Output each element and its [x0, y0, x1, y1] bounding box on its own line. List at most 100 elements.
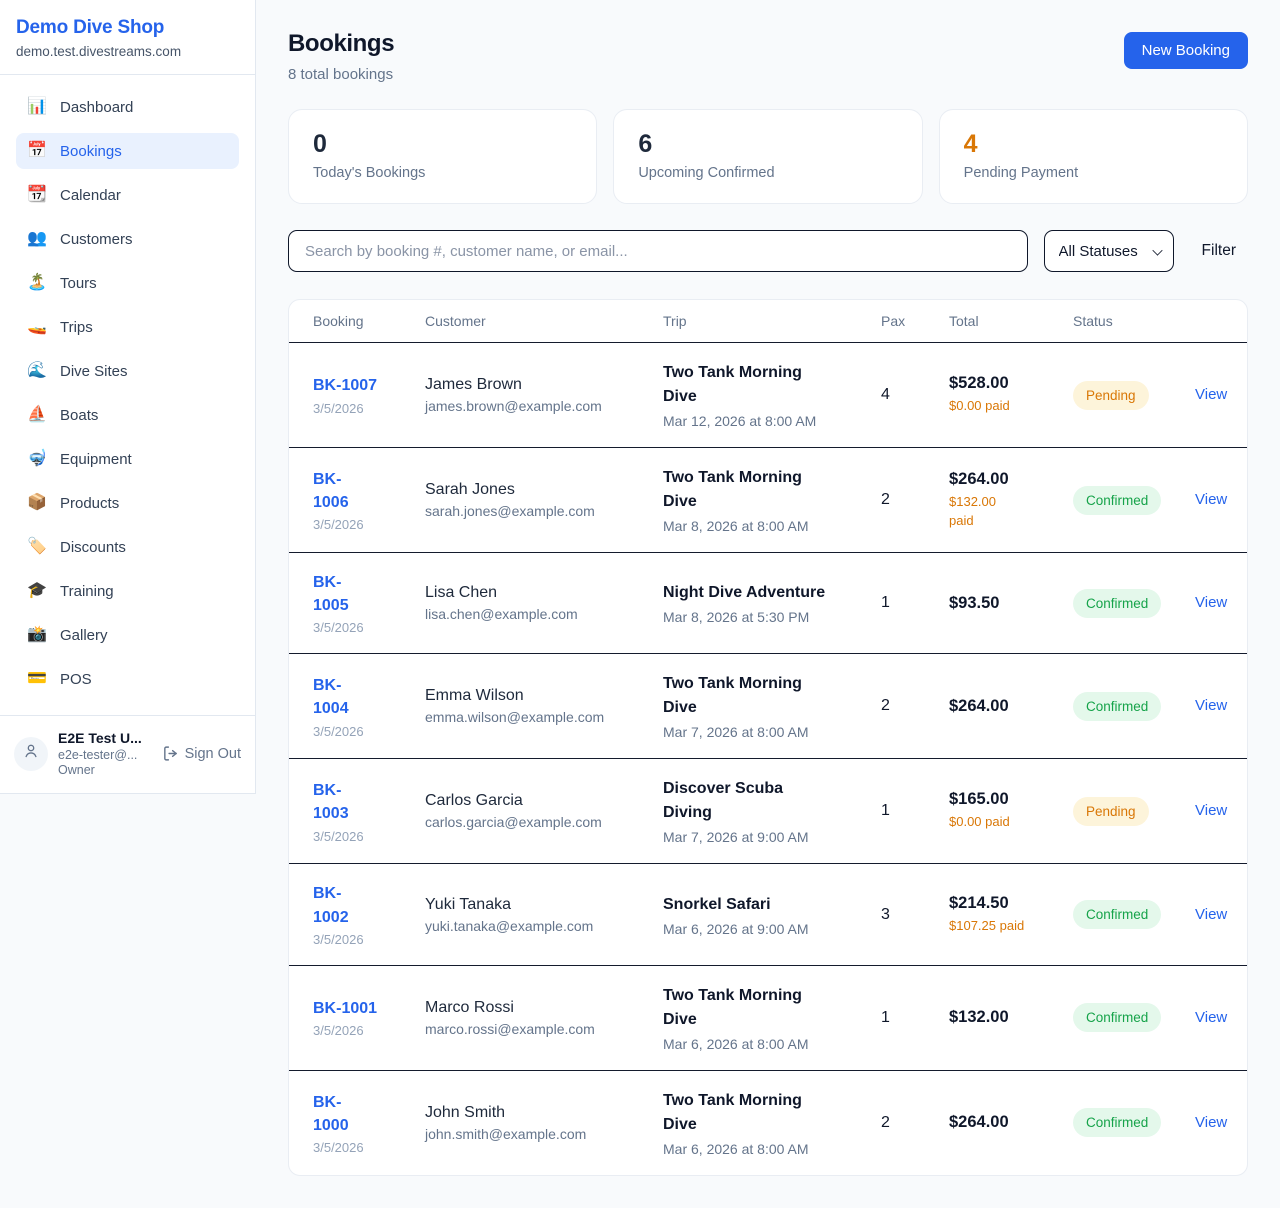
booking-id-link[interactable]: BK- 1002	[313, 885, 349, 926]
status-cell: Pending	[1073, 796, 1195, 826]
pax-count: 1	[881, 802, 890, 820]
table-row: BK- 1004 3/5/2026 Emma Wilson emma.wilso…	[289, 654, 1247, 760]
status-badge: Confirmed	[1073, 1108, 1162, 1138]
view-link[interactable]: View	[1195, 594, 1228, 612]
sidebar-item-trips[interactable]: 🚤 Trips	[16, 309, 239, 345]
booking-id-link[interactable]: BK- 1006	[313, 470, 349, 511]
sidebar-item-boats[interactable]: ⛵ Boats	[16, 397, 239, 433]
user-section: E2E Test U... e2e-tester@... Owner Sign …	[0, 715, 255, 793]
filter-button[interactable]: Filter	[1190, 242, 1248, 260]
view-cell: View	[1195, 802, 1241, 820]
total-amount: $264.00	[949, 1113, 1009, 1132]
search-input[interactable]	[288, 230, 1028, 272]
sidebar-item-tours[interactable]: 🏝️ Tours	[16, 265, 239, 301]
booking-date: 3/5/2026	[313, 400, 364, 416]
view-link[interactable]: View	[1195, 1008, 1228, 1026]
trip-name: Two Tank Morning Dive	[663, 986, 802, 1028]
trip-cell: Two Tank Morning Dive Mar 6, 2026 at 8:0…	[663, 1089, 881, 1157]
sidebar-item-training[interactable]: 🎓 Training	[16, 573, 239, 609]
booking-cell: BK- 1000 3/5/2026	[313, 1091, 425, 1155]
view-link[interactable]: View	[1195, 697, 1228, 715]
sidebar-item-gallery[interactable]: 📸 Gallery	[16, 617, 239, 653]
table-row: BK- 1000 3/5/2026 John Smith john.smith@…	[289, 1071, 1247, 1175]
customer-cell: Lisa Chen lisa.chen@example.com	[425, 584, 663, 622]
booking-id-link[interactable]: BK-1001	[313, 1000, 378, 1018]
customer-name: Marco Rossi	[425, 998, 514, 1016]
booking-id-link[interactable]: BK-1007	[313, 377, 378, 395]
view-link[interactable]: View	[1195, 386, 1228, 403]
total-cell: $214.50 $107.25 paid	[949, 894, 1073, 936]
sidebar-item-customers[interactable]: 👥 Customers	[16, 221, 239, 257]
pax-cell: 1	[881, 1009, 949, 1027]
bookings-table: Booking Customer Trip Pax Total Status BK-100…	[288, 299, 1248, 1176]
sidebar-item-label: Dive Sites	[60, 362, 128, 380]
column-header-customer: Customer	[425, 313, 486, 329]
view-link[interactable]: View	[1195, 905, 1228, 923]
brand-name[interactable]: Demo Dive Shop	[16, 17, 165, 38]
sidebar-item-label: Products	[60, 494, 120, 512]
customer-cell: Yuki Tanaka yuki.tanaka@example.com	[425, 896, 663, 934]
customer-name: Yuki Tanaka	[425, 895, 511, 913]
booking-id-link[interactable]: BK- 1005	[313, 574, 349, 615]
sidebar-item-dashboard[interactable]: 📊 Dashboard	[16, 89, 239, 125]
status-badge: Pending	[1073, 380, 1149, 410]
status-cell: Pending	[1073, 380, 1195, 410]
trip-cell: Two Tank Morning Dive Mar 6, 2026 at 8:0…	[663, 984, 881, 1052]
total-cell: $132.00	[949, 1008, 1073, 1027]
customer-name: Lisa Chen	[425, 584, 498, 602]
trip-cell: Two Tank Morning Dive Mar 8, 2026 at 8:0…	[663, 466, 881, 534]
main-content: Bookings 8 total bookings New Booking 0 …	[256, 0, 1280, 1208]
customer-name: Carlos Garcia	[425, 792, 523, 810]
view-link[interactable]: View	[1195, 1113, 1228, 1131]
booking-date: 3/5/2026	[313, 1139, 364, 1155]
view-link[interactable]: View	[1195, 802, 1228, 820]
status-select[interactable]: All Statuses	[1043, 230, 1174, 272]
pax-count: 2	[881, 697, 890, 715]
sidebar-item-bookings[interactable]: 📅 Bookings	[16, 133, 239, 169]
trip-cell: Snorkel Safari Mar 6, 2026 at 9:00 AM	[663, 893, 881, 937]
stats-cards: 0 Today's Bookings 6 Upcoming Confirmed …	[288, 109, 1248, 204]
column-header-actions	[1195, 308, 1223, 334]
sidebar-item-calendar[interactable]: 📆 Calendar	[16, 177, 239, 213]
trip-datetime: Mar 6, 2026 at 8:00 AM	[663, 1140, 809, 1157]
stat-value: 0	[313, 130, 327, 158]
table-row: BK-1007 3/5/2026 James Brown james.brown…	[289, 343, 1247, 448]
booking-id-link[interactable]: BK- 1003	[313, 782, 349, 823]
package-icon: 📦	[27, 494, 47, 511]
total-cell: $264.00	[949, 1113, 1073, 1132]
pax-count: 1	[881, 1008, 890, 1026]
total-amount: $264.00	[949, 469, 1009, 488]
page-subtitle: 8 total bookings	[288, 66, 394, 83]
sidebar-item-products[interactable]: 📦 Products	[16, 485, 239, 521]
sidebar-item-discounts[interactable]: 🏷️ Discounts	[16, 529, 239, 565]
sign-out-label: Sign Out	[184, 745, 241, 762]
booking-id-link[interactable]: BK- 1000	[313, 1093, 349, 1134]
sidebar-nav: 📊 Dashboard 📅 Bookings 📆 Calendar 👥 Cust…	[0, 75, 255, 715]
column-header-status: Status	[1073, 313, 1113, 329]
people-icon: 👥	[27, 230, 47, 247]
status-badge: Confirmed	[1073, 485, 1162, 515]
booking-id-link[interactable]: BK- 1004	[313, 677, 349, 718]
booking-cell: BK- 1005 3/5/2026	[313, 571, 425, 635]
status-badge: Confirmed	[1073, 900, 1162, 930]
booking-cell: BK-1001 3/5/2026	[313, 997, 425, 1038]
sidebar-item-pos[interactable]: 💳 POS	[16, 661, 239, 697]
view-link[interactable]: View	[1195, 491, 1228, 508]
view-cell: View	[1195, 386, 1241, 404]
status-badge: Confirmed	[1073, 588, 1162, 618]
booking-cell: BK- 1002 3/5/2026	[313, 882, 425, 946]
speedboat-icon: 🚤	[27, 318, 47, 335]
trip-datetime: Mar 6, 2026 at 8:00 AM	[663, 1035, 809, 1052]
new-booking-button[interactable]: New Booking	[1123, 32, 1248, 69]
status-badge: Confirmed	[1073, 1003, 1162, 1033]
sidebar-item-equipment[interactable]: 🤿 Equipment	[16, 441, 239, 477]
sign-out-button[interactable]: Sign Out	[162, 745, 241, 762]
status-badge: Confirmed	[1073, 691, 1162, 721]
column-header-total: Total	[949, 313, 979, 329]
sidebar-item-label: POS	[60, 670, 92, 688]
sailboat-icon: ⛵	[27, 406, 47, 423]
user-role: Owner	[58, 763, 95, 777]
trip-name: Two Tank Morning Dive	[663, 364, 802, 405]
sidebar-item-dive-sites[interactable]: 🌊 Dive Sites	[16, 353, 239, 389]
total-cell: $165.00 $0.00 paid	[949, 790, 1073, 832]
